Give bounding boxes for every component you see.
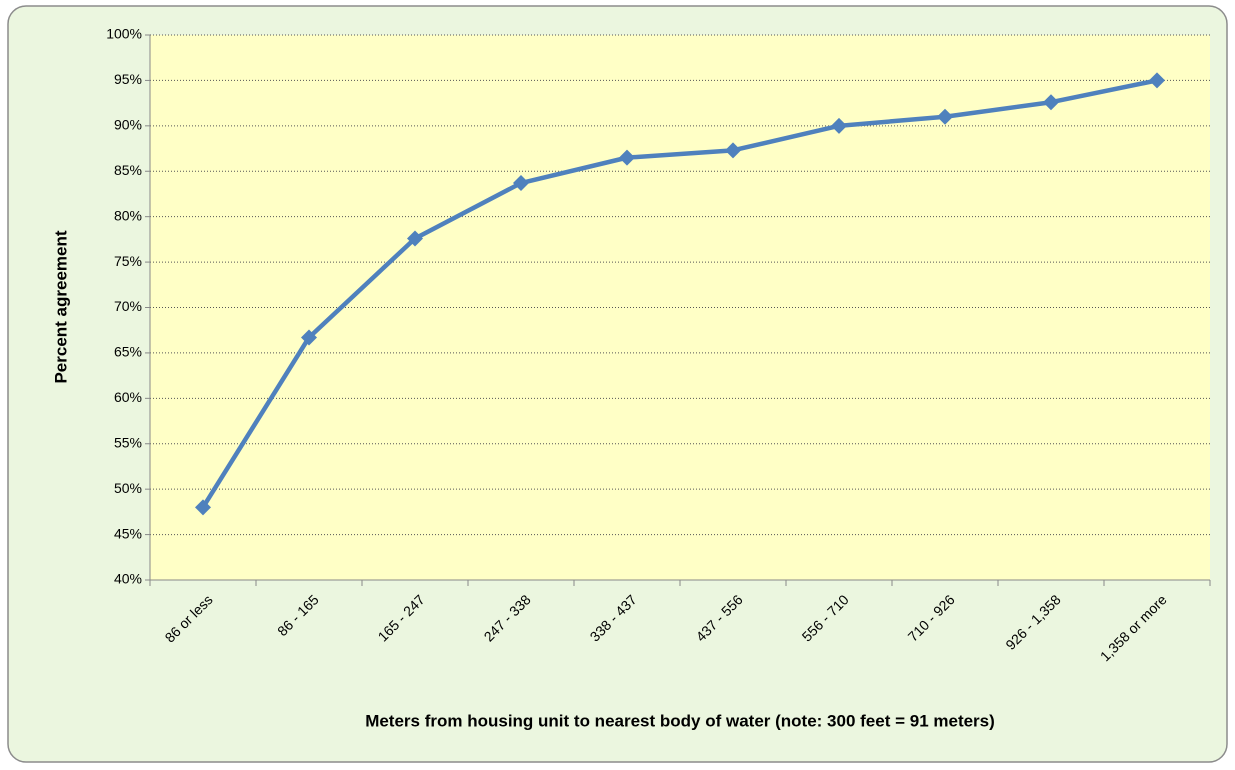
data-marker bbox=[725, 142, 741, 159]
y-tick-label: 90% bbox=[114, 117, 142, 133]
y-tick-label: 60% bbox=[114, 389, 142, 405]
y-tick-label: 95% bbox=[114, 71, 142, 87]
data-line bbox=[201, 78, 1158, 509]
data-marker bbox=[619, 149, 635, 166]
y-tick-label: 65% bbox=[114, 344, 142, 360]
y-tick-label: 100% bbox=[106, 26, 142, 42]
data-marker bbox=[301, 329, 317, 346]
y-axis-label: Percent agreement bbox=[51, 230, 70, 383]
plot-area bbox=[150, 35, 1210, 580]
data-marker bbox=[937, 108, 953, 125]
data-marker bbox=[1149, 72, 1165, 89]
y-tick-label: 40% bbox=[114, 571, 142, 587]
data-marker bbox=[407, 230, 423, 247]
data-marker bbox=[831, 117, 847, 134]
y-tick-label: 45% bbox=[114, 525, 142, 541]
data-marker bbox=[513, 175, 529, 192]
y-tick-label: 85% bbox=[114, 162, 142, 178]
y-tick-label: 70% bbox=[114, 298, 142, 314]
data-marker bbox=[195, 499, 211, 516]
x-axis-label: Meters from housing unit to nearest body… bbox=[365, 711, 995, 730]
data-marker bbox=[1043, 94, 1059, 111]
y-tick-label: 50% bbox=[114, 480, 142, 496]
y-tick-label: 75% bbox=[114, 253, 142, 269]
y-tick-label: 80% bbox=[114, 207, 142, 223]
y-tick-label: 55% bbox=[114, 434, 142, 450]
